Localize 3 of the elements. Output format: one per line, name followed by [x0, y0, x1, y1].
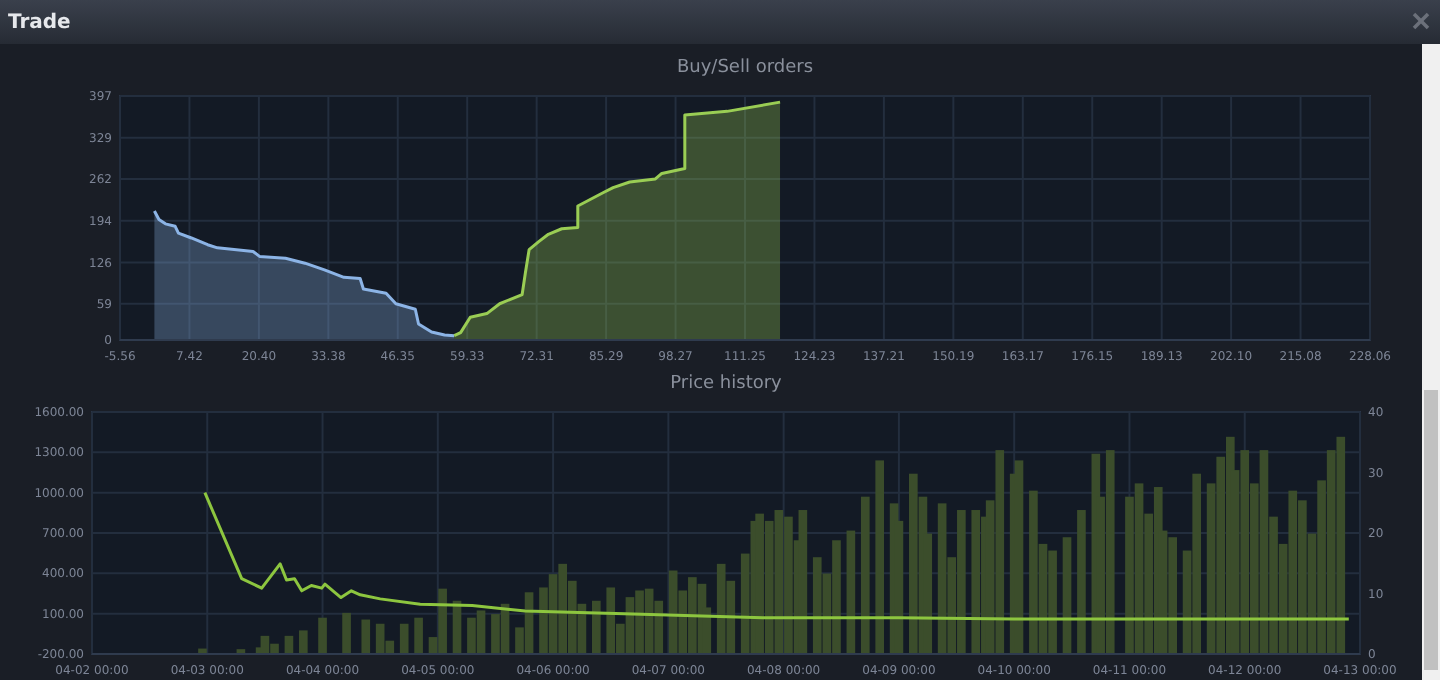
- chart-title: Price history: [670, 374, 784, 394]
- chart-title: Buy/Sell orders: [676, 58, 814, 78]
- text: Trade: [8, 12, 72, 34]
